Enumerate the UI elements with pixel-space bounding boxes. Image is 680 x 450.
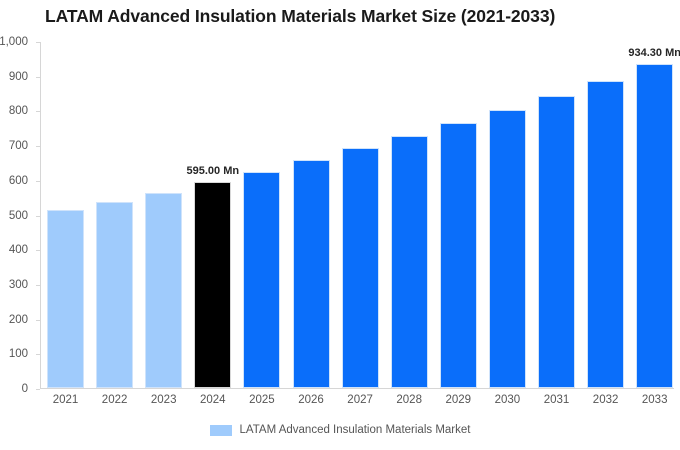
x-axis-tick-label: 2022 bbox=[101, 394, 128, 406]
y-axis-line bbox=[40, 42, 41, 389]
bar-2031[interactable] bbox=[538, 95, 575, 388]
bar-2022[interactable] bbox=[96, 202, 134, 388]
x-axis-tick-label: 2029 bbox=[445, 394, 472, 406]
legend-label: LATAM Advanced Insulation Materials Mark… bbox=[239, 424, 471, 436]
y-axis-tick-label: 200 bbox=[8, 313, 28, 326]
x-axis-tick-label: 2026 bbox=[298, 394, 324, 406]
y-axis-tick-mark bbox=[36, 180, 40, 182]
y-axis-tick-label: 700 bbox=[8, 140, 28, 153]
x-axis-tick-label: 2023 bbox=[150, 394, 177, 406]
y-axis-tick-mark bbox=[36, 111, 40, 113]
bar-2028[interactable] bbox=[390, 135, 428, 388]
y-axis-tick-label: 400 bbox=[8, 244, 28, 257]
y-axis-tick-label: 600 bbox=[8, 174, 28, 187]
y-axis-tick-mark bbox=[36, 76, 40, 78]
bar-2025[interactable] bbox=[243, 171, 281, 388]
x-axis-tick-label: 2033 bbox=[641, 394, 668, 406]
y-axis-tick-label: 300 bbox=[8, 278, 28, 291]
x-axis-tick-label: 2030 bbox=[494, 394, 521, 406]
bar-2032[interactable] bbox=[587, 80, 625, 388]
bar-2024[interactable] bbox=[194, 181, 232, 388]
bar-2023[interactable] bbox=[145, 193, 183, 388]
y-axis-tick-label: 1,000 bbox=[0, 36, 28, 48]
y-axis-tick-mark bbox=[36, 389, 40, 390]
chart-title: LATAM Advanced Insulation Materials Mark… bbox=[45, 6, 556, 26]
y-axis-tick-mark bbox=[36, 354, 40, 356]
y-axis-tick-mark bbox=[36, 250, 40, 252]
x-axis-line bbox=[40, 388, 674, 389]
bar-2026[interactable] bbox=[292, 160, 330, 388]
plot-area: 0 100 200 300 400 500 600 700 800 900 1,000 595.00… bbox=[0, 36, 680, 406]
y-axis-tick-mark bbox=[36, 284, 40, 286]
bar-2030[interactable] bbox=[488, 110, 526, 388]
y-axis-tick-label: 0 bbox=[21, 383, 28, 395]
legend-swatch-icon bbox=[209, 424, 232, 436]
bar-2029[interactable] bbox=[439, 123, 477, 388]
data-label-2033: 934.30 Mn bbox=[628, 46, 680, 59]
y-axis-tick-label: 900 bbox=[8, 70, 28, 83]
chart-legend: LATAM Advanced Insulation Materials Mark… bbox=[0, 424, 680, 436]
data-label-2024: 595.00 Mn bbox=[186, 164, 240, 177]
bar-2027[interactable] bbox=[341, 147, 379, 388]
y-axis-tick-label: 500 bbox=[8, 209, 28, 222]
y-axis-tick-mark bbox=[36, 319, 40, 321]
y-axis-tick-mark bbox=[36, 215, 40, 217]
y-axis-tick-label: 100 bbox=[8, 348, 28, 361]
y-axis-tick-mark bbox=[36, 146, 40, 148]
y-axis-tick-mark bbox=[36, 42, 40, 43]
x-axis-tick-label: 2032 bbox=[592, 394, 619, 406]
x-axis-tick-label: 2028 bbox=[396, 394, 422, 406]
legend-item[interactable]: LATAM Advanced Insulation Materials Mark… bbox=[209, 424, 471, 436]
bar-2021[interactable] bbox=[47, 210, 84, 388]
bar-2033[interactable] bbox=[636, 63, 674, 388]
x-axis-tick-label: 2027 bbox=[347, 394, 373, 406]
x-axis-tick-label: 2031 bbox=[543, 394, 570, 406]
x-axis-tick-label: 2024 bbox=[200, 394, 226, 406]
y-axis-tick-label: 800 bbox=[8, 105, 28, 118]
x-axis-tick-label: 2025 bbox=[249, 394, 275, 406]
x-axis-tick-label: 2021 bbox=[52, 394, 79, 406]
